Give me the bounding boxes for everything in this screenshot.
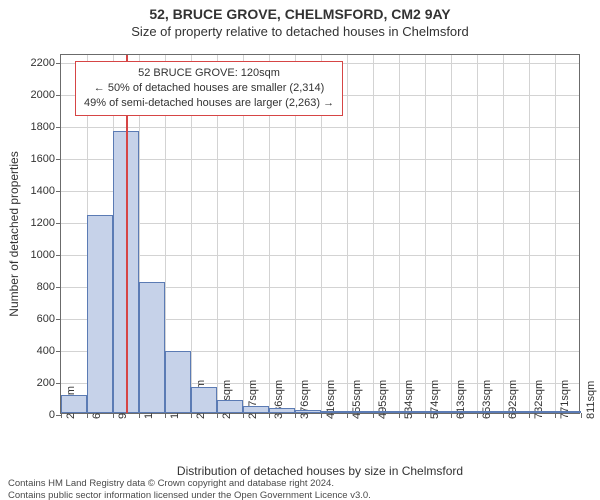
gridline-vertical <box>425 55 426 413</box>
x-tick-mark <box>295 413 296 418</box>
callout-line: 49% of semi-detached houses are larger (… <box>84 96 334 111</box>
x-tick-mark <box>321 413 322 418</box>
gridline-vertical <box>503 55 504 413</box>
plot-zone: 0200400600800100012001400160018002000220… <box>60 54 580 414</box>
histogram-bar <box>477 411 503 413</box>
y-tick-label: 200 <box>37 377 61 389</box>
x-tick-label: 811sqm <box>585 381 597 419</box>
histogram-bar <box>555 411 581 413</box>
x-tick-mark <box>191 413 192 418</box>
histogram-bar <box>191 387 217 413</box>
y-tick-label: 800 <box>37 281 61 293</box>
histogram-bar <box>165 351 191 413</box>
x-tick-mark <box>165 413 166 418</box>
histogram-bar <box>321 411 347 413</box>
gridline-vertical <box>477 55 478 413</box>
chart-subtitle: Size of property relative to detached ho… <box>0 24 600 39</box>
callout-line: ← 50% of detached houses are smaller (2,… <box>84 81 334 96</box>
x-axis-label: Distribution of detached houses by size … <box>60 464 580 478</box>
x-tick-mark <box>503 413 504 418</box>
y-tick-label: 1600 <box>31 153 61 165</box>
chart-title: 52, BRUCE GROVE, CHELMSFORD, CM2 9AY <box>0 6 600 22</box>
gridline-vertical <box>555 55 556 413</box>
x-tick-mark <box>451 413 452 418</box>
x-tick-label: 376sqm <box>299 380 311 419</box>
y-tick-label: 400 <box>37 345 61 357</box>
x-tick-mark <box>529 413 530 418</box>
histogram-bar <box>243 406 269 413</box>
x-tick-label: 732sqm <box>533 380 545 419</box>
y-tick-label: 1000 <box>31 249 61 261</box>
x-tick-mark <box>61 413 62 418</box>
histogram-bar <box>295 410 321 413</box>
y-tick-label: 1800 <box>31 121 61 133</box>
histogram-bar <box>87 215 113 413</box>
x-tick-mark <box>139 413 140 418</box>
x-tick-mark <box>113 413 114 418</box>
x-tick-mark <box>269 413 270 418</box>
property-size-histogram: 52, BRUCE GROVE, CHELMSFORD, CM2 9AY Siz… <box>0 6 600 500</box>
histogram-bar <box>61 395 87 413</box>
y-axis-label: Number of detached properties <box>7 151 21 316</box>
histogram-bar <box>399 411 425 413</box>
gridline-vertical <box>529 55 530 413</box>
x-tick-label: 534sqm <box>403 380 415 419</box>
x-tick-mark <box>555 413 556 418</box>
x-tick-label: 416sqm <box>325 380 337 419</box>
x-tick-mark <box>347 413 348 418</box>
x-tick-label: 771sqm <box>559 380 571 419</box>
y-tick-label: 1400 <box>31 185 61 197</box>
x-tick-mark <box>477 413 478 418</box>
y-tick-label: 2200 <box>31 57 61 69</box>
x-tick-label: 574sqm <box>429 380 441 419</box>
y-tick-label: 2000 <box>31 89 61 101</box>
y-tick-label: 1200 <box>31 217 61 229</box>
x-tick-label: 653sqm <box>481 380 493 419</box>
gridline-vertical <box>451 55 452 413</box>
x-tick-label: 692sqm <box>507 380 519 419</box>
gridline-vertical <box>347 55 348 413</box>
x-tick-mark <box>243 413 244 418</box>
histogram-bar <box>451 411 477 413</box>
gridline-vertical <box>373 55 374 413</box>
histogram-bar <box>269 408 295 413</box>
y-tick-label: 0 <box>49 409 61 421</box>
x-tick-label: 613sqm <box>455 380 467 419</box>
x-tick-mark <box>581 413 582 418</box>
histogram-bar <box>139 282 165 413</box>
gridline-vertical <box>399 55 400 413</box>
x-tick-mark <box>87 413 88 418</box>
x-tick-mark <box>217 413 218 418</box>
footer-line-1: Contains HM Land Registry data © Crown c… <box>8 478 592 490</box>
histogram-bar <box>373 411 399 413</box>
histogram-bar <box>425 411 451 413</box>
x-tick-label: 495sqm <box>377 380 389 419</box>
histogram-bar <box>347 411 373 413</box>
histogram-bar <box>503 411 529 413</box>
histogram-bar <box>217 400 243 413</box>
x-tick-label: 336sqm <box>273 380 285 419</box>
x-tick-label: 297sqm <box>247 380 259 419</box>
callout-line: 52 BRUCE GROVE: 120sqm <box>84 66 334 81</box>
x-tick-mark <box>425 413 426 418</box>
x-tick-label: 455sqm <box>351 380 363 419</box>
attribution-footer: Contains HM Land Registry data © Crown c… <box>8 478 592 500</box>
property-callout: 52 BRUCE GROVE: 120sqm← 50% of detached … <box>75 61 343 116</box>
y-tick-label: 600 <box>37 313 61 325</box>
plot-area: 0200400600800100012001400160018002000220… <box>60 54 580 414</box>
histogram-bar <box>529 411 555 413</box>
x-tick-mark <box>399 413 400 418</box>
x-tick-mark <box>373 413 374 418</box>
footer-line-2: Contains public sector information licen… <box>8 490 592 500</box>
